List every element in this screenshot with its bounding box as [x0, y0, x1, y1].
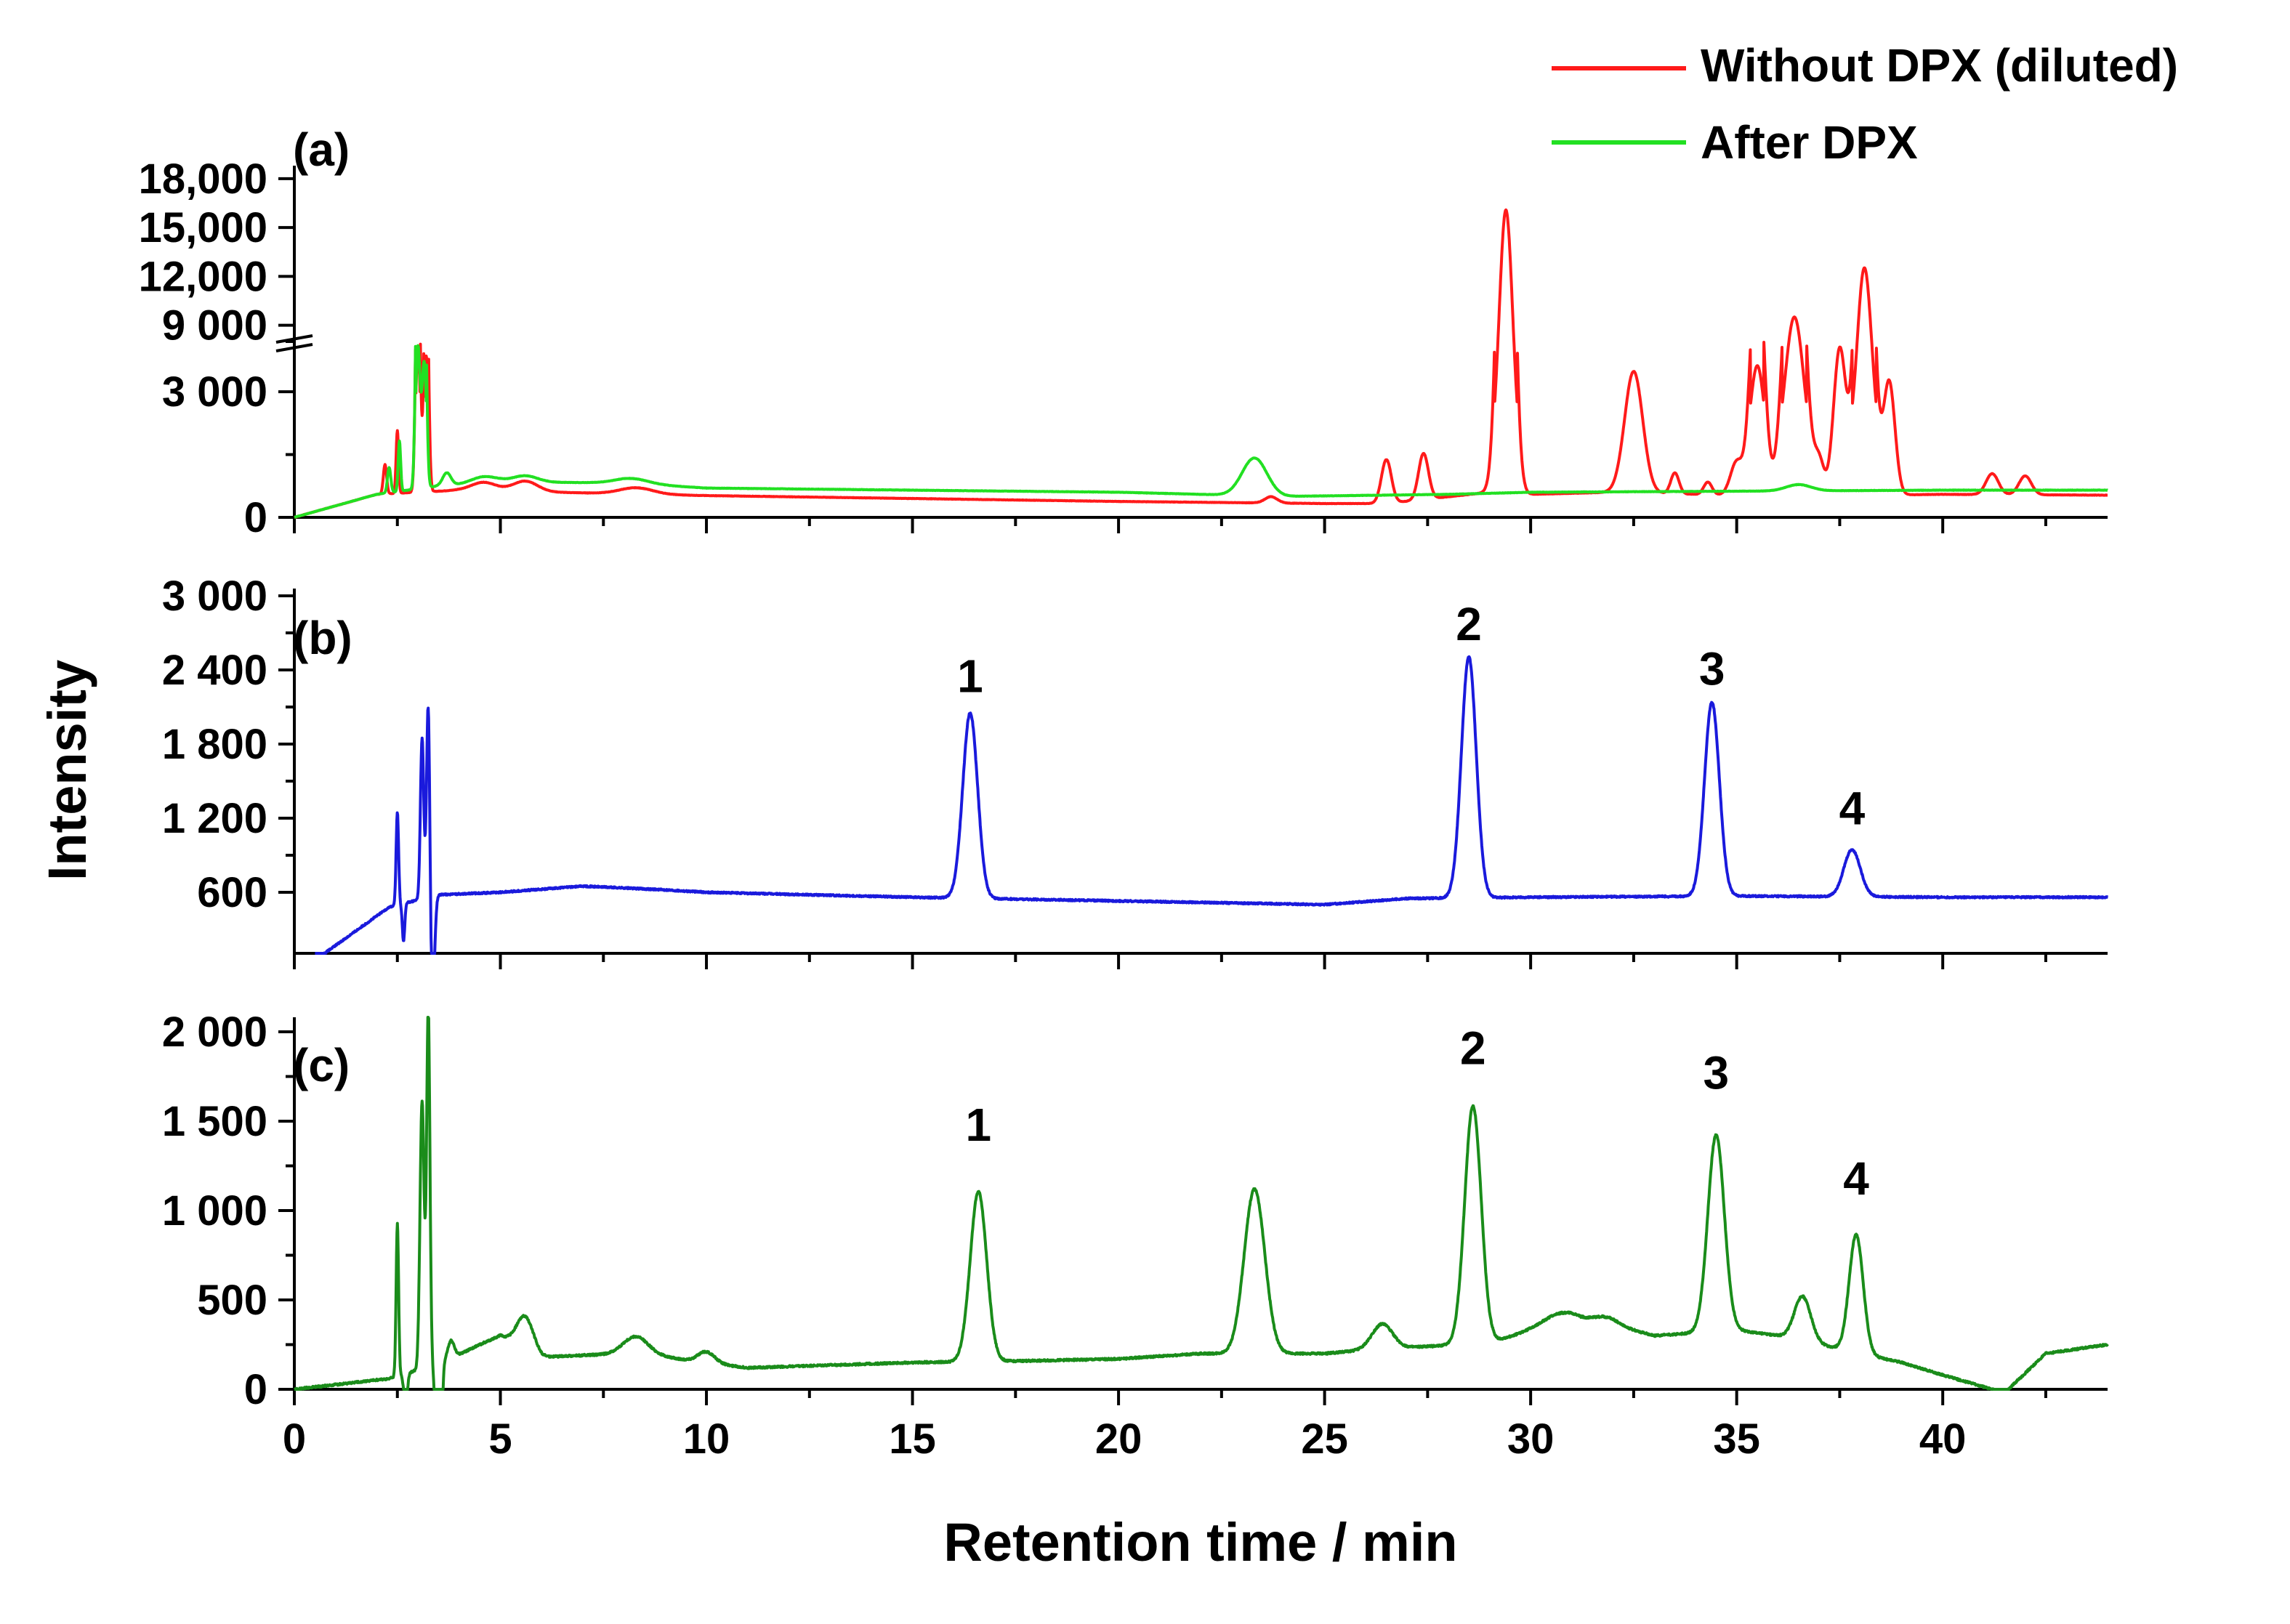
y-tick-label: 0	[244, 1366, 267, 1413]
x-tick-label: 20	[1095, 1415, 1142, 1463]
y-tick-label: 0	[244, 494, 267, 541]
panel-label-a: (a)	[293, 124, 350, 176]
y-tick-label: 12,000	[139, 253, 267, 300]
trace-without-dpx-diluted	[293, 208, 2109, 519]
legend: Without DPX (diluted) After DPX	[1552, 39, 2178, 169]
y-tick-label: 1 000	[162, 1187, 267, 1235]
y-tick-label: 1 800	[162, 721, 267, 768]
peak-label: 2	[1456, 598, 1482, 650]
y-tick-label: 600	[197, 869, 267, 916]
trace-b	[313, 655, 2109, 955]
y-tick-label: 2 400	[162, 647, 267, 694]
x-tick-label: 40	[1919, 1415, 1967, 1463]
peak-label: 3	[1699, 642, 1725, 695]
x-tick-label: 0	[283, 1415, 306, 1463]
y-tick-label: 3 000	[162, 573, 267, 620]
trace-c	[293, 1016, 2109, 1391]
y-tick-label: 1 500	[162, 1098, 267, 1145]
y-tick-label: 9 000	[162, 302, 267, 350]
x-tick-label: 5	[488, 1415, 512, 1463]
y-tick-label: 2 000	[162, 1009, 267, 1056]
y-tick-label: 18,000	[139, 155, 267, 203]
peak-label: 2	[1460, 1022, 1486, 1074]
axis-break-marks	[275, 334, 313, 352]
y-tick-label: 500	[197, 1277, 267, 1324]
traces-layer	[293, 208, 2109, 1391]
y-axis-title: Intensity	[37, 660, 97, 881]
x-tick-label: 35	[1713, 1415, 1760, 1463]
x-tick-label: 10	[683, 1415, 730, 1463]
peak-label: 3	[1704, 1047, 1730, 1099]
x-axis-title: Retention time / min	[943, 1512, 1457, 1572]
peak-label: 4	[1843, 1152, 1869, 1205]
peak-label: 1	[957, 650, 983, 703]
y-tick-label: 1 200	[162, 795, 267, 842]
panel-c-axes	[293, 1017, 2108, 1391]
panel-label-b: (b)	[293, 612, 352, 664]
x-tick-label: 25	[1301, 1415, 1348, 1463]
peak-label: 4	[1839, 783, 1866, 835]
x-tick-label: 15	[889, 1415, 936, 1463]
y-tick-label: 15,000	[139, 204, 267, 251]
legend-label-after-dpx: After DPX	[1701, 116, 1918, 169]
panel-label-c: (c)	[293, 1039, 350, 1091]
trace-after-dpx	[293, 344, 2109, 519]
legend-label-without-dpx: Without DPX (diluted)	[1701, 39, 2178, 92]
y-tick-label: 3 000	[162, 368, 267, 416]
peak-label: 1	[965, 1099, 991, 1151]
peak-labels-layer: 1 2 3 4 1 2 3 4	[957, 598, 1869, 1205]
x-tick-label: 30	[1507, 1415, 1555, 1463]
